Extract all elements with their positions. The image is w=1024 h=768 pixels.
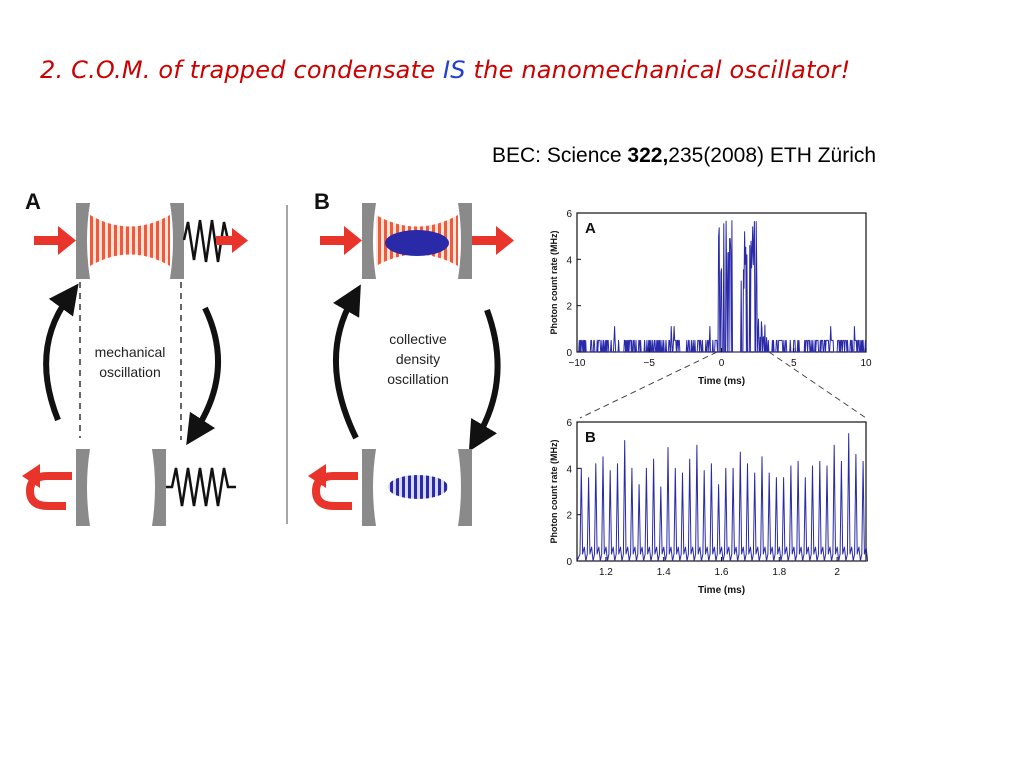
return-arrow-b-icon (311, 472, 358, 510)
citation-suffix: 235(2008) ETH Zürich (668, 144, 877, 167)
citation-prefix: BEC: Science (492, 144, 628, 167)
x-tick-label: 0 (719, 358, 725, 369)
schematic-figure: A mechanical oscillation B (22, 189, 514, 526)
x-axis-label: Time (ms) (698, 376, 745, 387)
chart-panel-label: A (585, 220, 596, 237)
return-arrow-a-icon (25, 472, 72, 510)
plot-frame-2 (576, 421, 867, 562)
x-tick-label: −10 (569, 358, 586, 369)
spring-bottom-icon (166, 467, 236, 507)
panel-b-label-line2: density (396, 351, 440, 367)
zoom-connector-right (768, 351, 867, 419)
x-tick-label: 1.2 (599, 567, 613, 578)
y-tick-label: 2 (566, 511, 572, 522)
y-tick-label: 6 (566, 418, 572, 429)
x-tick-label: 5 (791, 358, 797, 369)
condensate-cloud-icon (385, 230, 449, 256)
return-arrow-b-head-icon (308, 464, 326, 488)
x-tick-label: 1.4 (657, 567, 671, 578)
panel-a-letter: A (25, 189, 41, 214)
left-mirror-a-bottom-icon (76, 449, 90, 526)
panel-b-label-line1: collective (389, 331, 447, 347)
y-axis-label: Photon count rate (MHz) (549, 231, 559, 335)
right-mirror-b-bottom-icon (458, 449, 472, 526)
right-mirror-a-bottom-icon (152, 449, 166, 526)
title-emphasis: IS (443, 56, 466, 84)
panel-b-label-line3: oscillation (387, 371, 448, 387)
title-text-part2: the nanomechanical oscillator! (465, 56, 851, 84)
signal-trace-1 (577, 220, 867, 353)
left-mirror-b-icon (362, 203, 376, 279)
incoming-laser-arrow-icon (34, 226, 76, 255)
oscillation-arrow-left-icon (43, 283, 79, 422)
oscillation-arrow-right-icon (186, 306, 222, 446)
zoom-connector-left (579, 351, 718, 419)
title-text-part1: 2. C.O.M. of trapped condensate (40, 56, 443, 84)
citation: BEC: Science 322,235(2008) ETH Zürich (492, 144, 876, 168)
oscillation-arrow-b-right-icon (468, 308, 501, 452)
slide-title: 2. C.O.M. of trapped condensate IS the n… (40, 56, 850, 84)
cavity-field-a (90, 215, 170, 266)
photon-count-charts: −10 −5 0 5 10 0 2 4 6 Time (ms) Photon count rate … (549, 209, 872, 596)
y-axis-label: Photon count rate (MHz) (549, 440, 559, 544)
y-tick-label: 2 (566, 302, 572, 313)
y-tick-label: 0 (566, 348, 572, 359)
right-mirror-a-icon (170, 203, 184, 279)
x-tick-label: 2 (834, 567, 840, 578)
x-tick-label: 1.8 (772, 567, 786, 578)
panel-a-label-line1: mechanical (95, 344, 166, 360)
right-mirror-b-icon (458, 203, 472, 279)
condensate-density-cloud-icon (388, 475, 448, 499)
spring-top-icon (182, 219, 236, 263)
y-tick-label: 4 (566, 255, 572, 266)
return-arrow-a-head-icon (22, 464, 40, 488)
y-tick-label: 4 (566, 464, 572, 475)
y-tick-label: 0 (566, 557, 572, 568)
x-tick-label: 1.6 (715, 567, 729, 578)
panel-a-label-line2: oscillation (99, 364, 160, 380)
x-tick-label: 10 (860, 358, 872, 369)
oscillation-arrow-b-left-icon (332, 284, 361, 440)
left-mirror-b-bottom-icon (362, 449, 376, 526)
chart-panel-label: B (585, 429, 596, 446)
outgoing-laser-arrow-b-icon (472, 226, 514, 255)
citation-volume: 322, (627, 144, 669, 167)
x-tick-label: −5 (644, 358, 656, 369)
x-axis-label: Time (ms) (698, 585, 745, 596)
signal-trace-2 (576, 433, 869, 562)
panel-b-letter: B (314, 189, 330, 214)
y-tick-label: 6 (566, 209, 572, 220)
outgoing-laser-arrow-icon (216, 228, 248, 253)
left-mirror-a-icon (76, 203, 90, 279)
incoming-laser-arrow-b-icon (320, 226, 362, 255)
